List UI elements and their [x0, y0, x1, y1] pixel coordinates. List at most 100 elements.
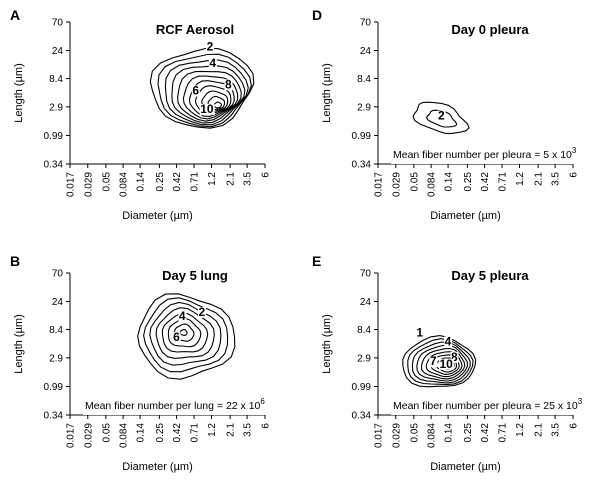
x-tick-label: 6 [261, 172, 272, 178]
x-tick-label: 0.029 [83, 172, 94, 197]
contour-label: 10 [200, 102, 214, 116]
x-tick-label: 0.14 [136, 423, 147, 443]
annotation-bg [83, 397, 273, 415]
y-tick-label: 8.4 [49, 74, 63, 85]
contour-label-bg [172, 331, 181, 343]
y-tick-label: 8.4 [49, 325, 63, 336]
contour-label: 8 [225, 77, 232, 91]
contour-line [171, 65, 246, 124]
x-tick-label: 0.25 [463, 172, 474, 192]
y-tick-label: 2.9 [49, 102, 63, 113]
contour-label: 4 [209, 56, 216, 70]
annotation-base: Mean fiber number per lung = 22 x 10 [85, 400, 261, 412]
x-tick-label: 0.017 [374, 172, 385, 197]
panel-title: Day 0 pleura [451, 22, 529, 37]
y-tick-label: 0.99 [352, 382, 372, 393]
x-tick-label: 0.084 [119, 172, 130, 197]
panel-title: Day 5 lung [162, 268, 228, 283]
x-tick-label: 6 [569, 172, 580, 178]
panel-letter: A [10, 7, 20, 23]
y-tick-label: 0.34 [352, 160, 372, 171]
contour-label-bg [206, 41, 215, 53]
x-tick-label: 0.14 [444, 172, 455, 192]
x-tick-label: 0.084 [427, 172, 438, 197]
x-tick-label: 0.25 [155, 423, 166, 443]
x-tick-label: 1.2 [207, 172, 218, 186]
panel-d: D Day 0 pleura 70 24 8.4 2.9 0.99 0.340.017 0.02… [312, 7, 581, 222]
y-tick-label: 2.9 [357, 102, 371, 113]
y-axis-label: Length (µm) [321, 63, 333, 123]
x-axis-label: Diameter (µm) [430, 461, 501, 473]
annotation-exponent: 3 [572, 146, 577, 155]
x-tick-label: 1.2 [515, 423, 526, 437]
y-tick-label: 8.4 [357, 325, 371, 336]
contour-line [407, 338, 474, 386]
contour-line [157, 53, 252, 128]
annotation-base: Mean fiber number per pleura = 25 x 10 [393, 400, 578, 412]
x-tick-label: 3.5 [243, 172, 254, 186]
contour-label: 10 [439, 357, 453, 371]
contour-line [167, 318, 202, 348]
contour-line [149, 301, 222, 366]
y-axis-label: Length (µm) [13, 63, 25, 123]
y-tick-label: 0.34 [44, 160, 64, 171]
y-tick-label: 0.99 [352, 131, 372, 142]
x-tick-label: 1.2 [515, 172, 526, 186]
x-tick-label: 0.05 [409, 423, 420, 443]
contour-line [179, 328, 188, 336]
x-tick-label: 0.084 [119, 423, 130, 448]
y-tick-label: 0.99 [44, 131, 64, 142]
panel-letter: D [312, 7, 322, 23]
x-axis-label: Diameter (µm) [122, 210, 193, 222]
contour-label: 2 [207, 40, 214, 54]
contour-label: 8 [451, 350, 458, 364]
panel-letter: B [10, 253, 20, 269]
x-tick-label: 0.42 [480, 423, 491, 443]
x-tick-label: 0.05 [101, 172, 112, 192]
contour-label: 6 [173, 330, 180, 344]
contour-label: 4 [445, 335, 452, 349]
y-tick-label: 70 [52, 269, 64, 280]
contour-label-bg [437, 110, 446, 122]
y-tick-label: 0.34 [352, 411, 372, 422]
panel-title: RCF Aerosol [156, 22, 234, 37]
contour-label: 7 [430, 354, 437, 368]
x-tick-label: 0.029 [391, 423, 402, 448]
contour-label-bg [178, 311, 187, 323]
contour-label-bg [199, 104, 215, 116]
x-axis-label: Diameter (µm) [430, 210, 501, 222]
annotation-text: Mean fiber number per pleura = 5 x 103 [393, 146, 577, 161]
contour-line [402, 335, 477, 388]
y-tick-label: 2.9 [49, 353, 63, 364]
y-tick-label: 24 [360, 46, 372, 57]
contour-label-bg [438, 358, 454, 370]
annotation-base: Mean fiber number per pleura = 5 x 10 [393, 149, 572, 161]
annotation-bg [391, 397, 581, 415]
contour-line [411, 341, 471, 384]
contour-line [177, 70, 242, 122]
contour-label-bg [429, 356, 438, 368]
annotation-exponent: 6 [260, 397, 265, 406]
x-tick-label: 2.1 [226, 172, 237, 186]
contour-lines [149, 47, 255, 129]
contour-label-bg [224, 79, 233, 91]
x-tick-label: 0.71 [190, 172, 201, 192]
annotation-exponent: 3 [578, 397, 583, 406]
x-tick-label: 2.1 [226, 423, 237, 437]
contour-line [188, 80, 235, 117]
contour-label-bg [444, 336, 453, 348]
y-tick-label: 2.9 [357, 353, 371, 364]
contour-label-bg [415, 327, 424, 339]
x-tick-label: 6 [261, 423, 272, 429]
contour-label-bg [450, 351, 459, 363]
contour-line [412, 101, 470, 135]
contour-line [425, 109, 458, 128]
x-tick-label: 0.017 [66, 172, 77, 197]
contour-label: 1 [416, 325, 423, 339]
x-axis-label: Diameter (µm) [122, 461, 193, 473]
x-tick-label: 6 [569, 423, 580, 429]
y-tick-label: 0.99 [44, 382, 64, 393]
x-tick-label: 0.42 [480, 172, 491, 192]
contour-label-bg [191, 85, 200, 97]
